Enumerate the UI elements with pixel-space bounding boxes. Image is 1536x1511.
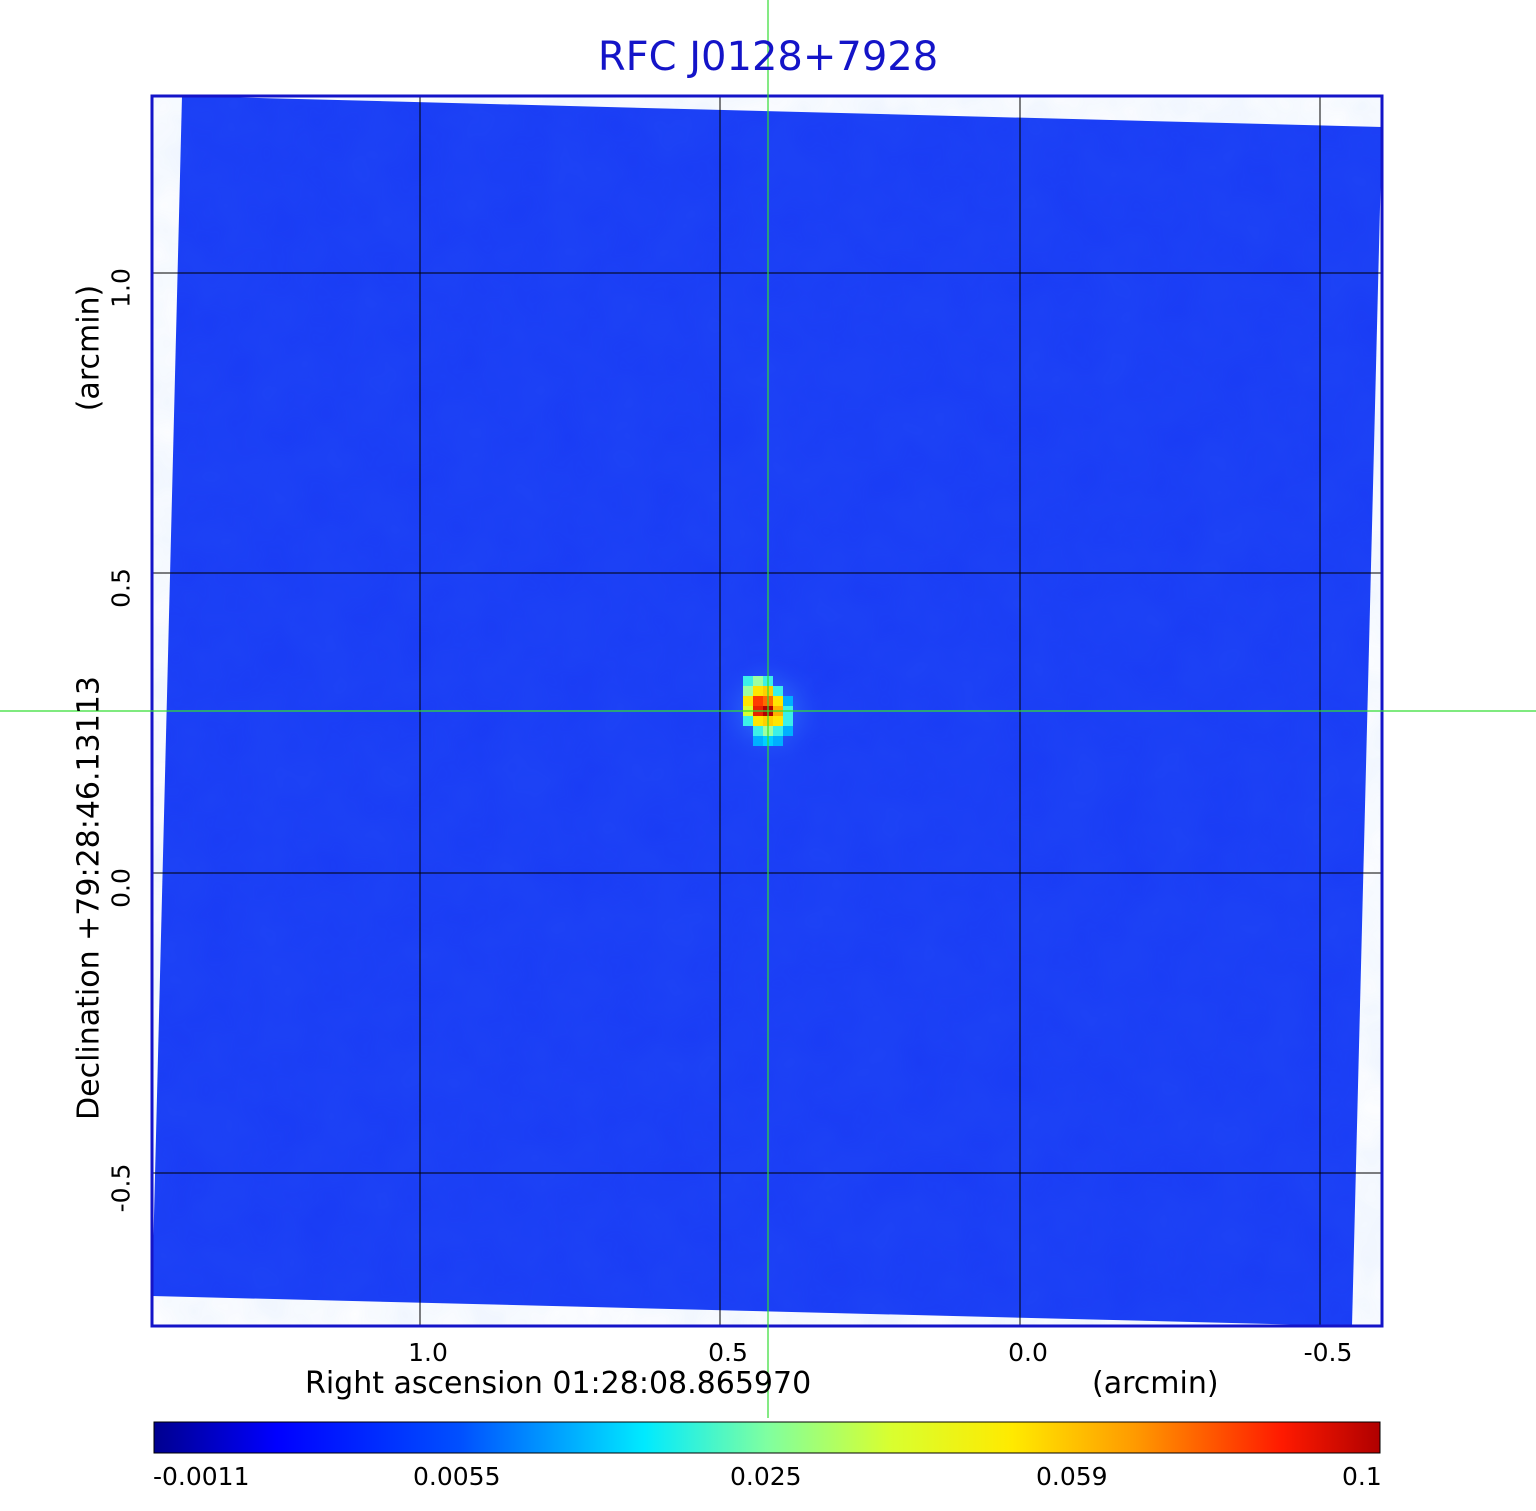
source-pixel (753, 686, 763, 696)
y-tick-label: -0.5 (106, 1163, 136, 1213)
y-tick-label: 0.5 (106, 568, 136, 608)
x-tick-label: -0.5 (1303, 1338, 1353, 1367)
source-pixel (773, 686, 783, 696)
colorbar-gradient (153, 1421, 1381, 1454)
source-pixel (753, 676, 763, 686)
source-pixel (773, 716, 783, 726)
source-pixel (753, 696, 763, 706)
colorbar-tick-label: 0.0055 (413, 1462, 501, 1491)
x-tick-label: 0.5 (708, 1338, 748, 1367)
y-axis-unit: (arcmin) (71, 284, 107, 412)
source-pixel (773, 696, 783, 706)
x-tick-label: 0.0 (1008, 1338, 1048, 1367)
colorbar (153, 1421, 1381, 1454)
source-pixel (773, 736, 783, 746)
colorbar-tick-label: -0.0011 (153, 1462, 250, 1491)
x-axis-label: Right ascension 01:28:08.865970 (305, 1366, 812, 1401)
y-tick-label: 0.0 (106, 868, 136, 908)
source-pixel (783, 716, 793, 726)
source-pixel (773, 726, 783, 736)
source-pixel (783, 726, 793, 736)
x-axis-unit: (arcmin) (1092, 1366, 1219, 1401)
y-axis-label: Declination +79:28:46.13113 (71, 676, 107, 1120)
source-pixel (743, 686, 753, 696)
source-pixel (753, 736, 763, 746)
chart-title: RFC J0128+7928 (597, 34, 939, 80)
source-pixel (743, 716, 753, 726)
source-pixel (743, 696, 753, 706)
source-pixel (743, 676, 753, 686)
source-pixel (753, 726, 763, 736)
colorbar-tick-label: 0.1 (1342, 1462, 1382, 1491)
y-tick-label: 1.0 (106, 268, 136, 308)
x-tick-label: 1.0 (408, 1338, 448, 1367)
source-pixel (753, 716, 763, 726)
colorbar-tick-label: 0.025 (730, 1462, 802, 1491)
crosshair (0, 0, 1536, 1418)
colorbar-tick-label: 0.059 (1036, 1462, 1108, 1491)
source-pixel (783, 696, 793, 706)
